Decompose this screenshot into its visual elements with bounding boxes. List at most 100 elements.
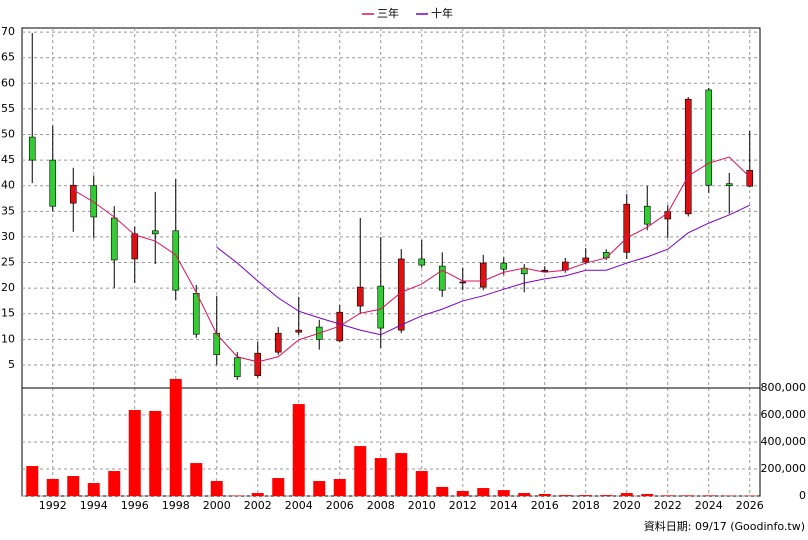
x-tick-label: 2008 (367, 499, 395, 512)
volume-bar (231, 495, 244, 496)
volume-bar (251, 493, 264, 496)
candle-body (28, 136, 36, 161)
x-tick-label: 1996 (121, 499, 149, 512)
volume-bar (518, 493, 531, 496)
y-tick-label: 60 (1, 76, 15, 89)
volume-bar (620, 493, 633, 496)
candle-body (110, 217, 118, 261)
volume-bar (210, 481, 223, 496)
candle-body (479, 262, 487, 288)
y-tick-label: 15 (1, 307, 15, 320)
candle-body (623, 203, 631, 253)
volume-bar (108, 471, 121, 496)
y-tick-label: 40 (1, 179, 15, 192)
candle-body (541, 269, 549, 272)
y-tick-label: 25 (1, 256, 15, 269)
candle-body (459, 281, 467, 284)
candle-body (705, 89, 713, 186)
volume-bar (87, 483, 100, 496)
volume-bar (46, 478, 59, 496)
volume-bar (313, 481, 326, 496)
candle-body (582, 257, 590, 263)
x-tick-label: 2018 (572, 499, 600, 512)
candle-body (295, 329, 303, 333)
y-tick-label: 35 (1, 204, 15, 217)
candle-body (172, 230, 180, 291)
x-tick-label: 2012 (449, 499, 477, 512)
plot-frame (21, 27, 761, 497)
volume-bar (497, 490, 510, 496)
legend-label: 十年 (431, 6, 453, 20)
y2-tick-label: 0 (799, 489, 806, 502)
volume-bar (395, 453, 408, 496)
candle-body (438, 265, 446, 291)
footer-note: 資料日期: 09/17 (Goodinfo.tw) (644, 519, 805, 533)
volume-bar (436, 486, 449, 496)
y-tick-label: 45 (1, 153, 15, 166)
x-tick-label: 2022 (654, 499, 682, 512)
candle-body (746, 170, 754, 187)
volume-bar (67, 476, 80, 496)
volume-bar (149, 410, 162, 496)
volume-bar (292, 404, 305, 496)
y-tick-label: 30 (1, 230, 15, 243)
volume-bar (272, 478, 285, 496)
x-tick-label: 2020 (613, 499, 641, 512)
volume-bar (477, 488, 490, 496)
volume-bar (169, 378, 182, 496)
candle-body (500, 262, 508, 270)
candle-body (725, 183, 733, 187)
y-tick-label: 70 (1, 25, 15, 38)
volume-bar (702, 495, 715, 496)
volume-bar (661, 495, 674, 496)
y2-tick-label: 200,000 (761, 462, 807, 475)
x-tick-label: 1992 (39, 499, 67, 512)
y2-tick-label: 400,000 (761, 435, 807, 448)
volume-bar (333, 478, 346, 496)
volume-bar (374, 458, 387, 496)
candle-body (254, 352, 262, 377)
candle-body (684, 98, 692, 215)
candle-body (151, 230, 159, 235)
candle-body (90, 185, 98, 218)
volume-bar (579, 495, 592, 496)
legend-label: 三年 (377, 6, 399, 20)
x-tick-label: 2010 (408, 499, 436, 512)
candle-body (418, 258, 426, 266)
candle-body (69, 184, 77, 204)
y-tick-label: 5 (8, 358, 15, 371)
x-tick-label: 2016 (531, 499, 559, 512)
candle-body (602, 251, 610, 259)
candle-body (131, 233, 139, 260)
x-tick-label: 2002 (244, 499, 272, 512)
volume-bar (456, 491, 469, 496)
volume-bar (128, 410, 141, 496)
candle-body (192, 292, 200, 335)
x-tick-label: 2006 (326, 499, 354, 512)
y-tick-label: 65 (1, 51, 15, 64)
ma-line (216, 204, 750, 336)
y2-tick-label: 800,000 (761, 381, 807, 394)
volume-bar (682, 495, 695, 496)
x-tick-label: 1998 (162, 499, 190, 512)
volume-bar (190, 463, 203, 496)
y-tick-label: 10 (1, 332, 15, 345)
y-tick-label: 20 (1, 281, 15, 294)
volume-bar (415, 471, 428, 496)
y2-tick-label: 600,000 (761, 408, 807, 421)
x-tick-label: 2024 (695, 499, 723, 512)
volume-bar (26, 466, 39, 496)
candle-body (274, 332, 282, 353)
volume-bar (641, 493, 654, 496)
y-tick-label: 50 (1, 128, 15, 141)
volume-bar (600, 495, 613, 496)
x-tick-label: 1994 (80, 499, 108, 512)
x-tick-label: 2026 (736, 499, 764, 512)
volume-bar (354, 446, 367, 496)
ma-line (72, 156, 751, 363)
candle-body (49, 159, 57, 207)
volume-bar (559, 495, 572, 496)
volume-bar (538, 493, 551, 496)
y-tick-label: 55 (1, 102, 15, 115)
